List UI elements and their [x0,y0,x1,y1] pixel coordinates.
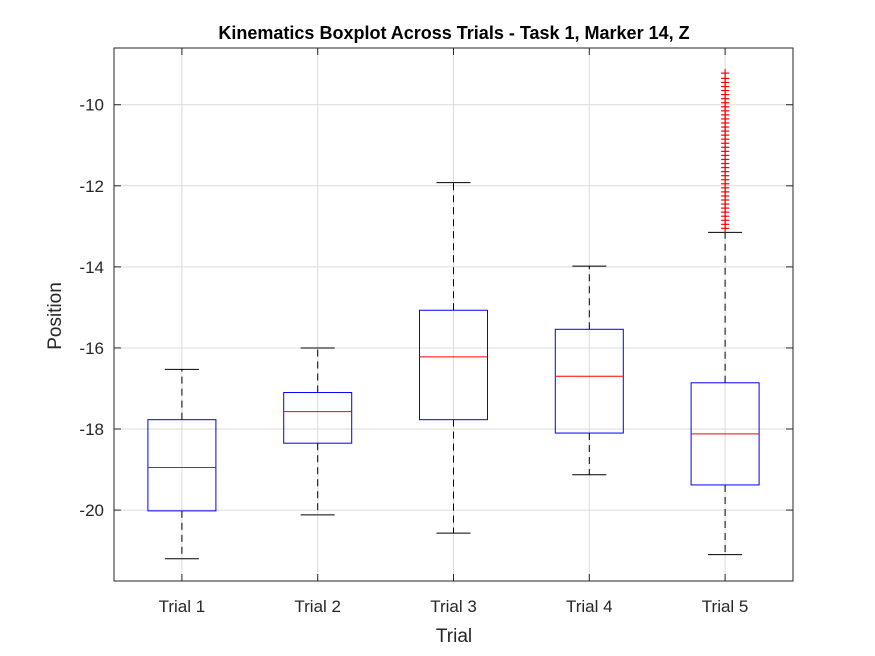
x-tick-label: Trial 3 [430,597,477,616]
x-ticks: Trial 1 Trial 2 Trial 3 Trial 4 Trial 5 [159,48,749,616]
iqr-box [419,309,488,421]
x-tick-label: Trial 5 [702,597,749,616]
x-tick-label: Trial 2 [294,597,341,616]
y-tick-label: -12 [79,177,104,196]
box-group [283,347,353,516]
box-group [147,368,217,560]
boxes-layer [147,69,760,560]
y-tick-label: -10 [79,96,104,115]
iqr-box [147,419,217,512]
y-tick-label: -16 [79,339,104,358]
y-ticks: -20 -18 -16 -14 -12 -10 [79,96,793,520]
x-tick-label: Trial 4 [566,597,613,616]
box-group [419,182,488,534]
chart-title: Kinematics Boxplot Across Trials - Task … [218,23,689,43]
iqr-box [283,392,353,444]
x-axis-label: Trial [436,626,472,647]
box-group [690,69,760,556]
y-axis-label: Position [45,282,66,350]
y-tick-label: -14 [79,258,104,277]
y-tick-label: -20 [79,501,104,520]
iqr-box [554,328,624,434]
y-tick-label: -18 [79,420,104,439]
x-tick-label: Trial 1 [159,597,206,616]
box-group [554,265,624,476]
